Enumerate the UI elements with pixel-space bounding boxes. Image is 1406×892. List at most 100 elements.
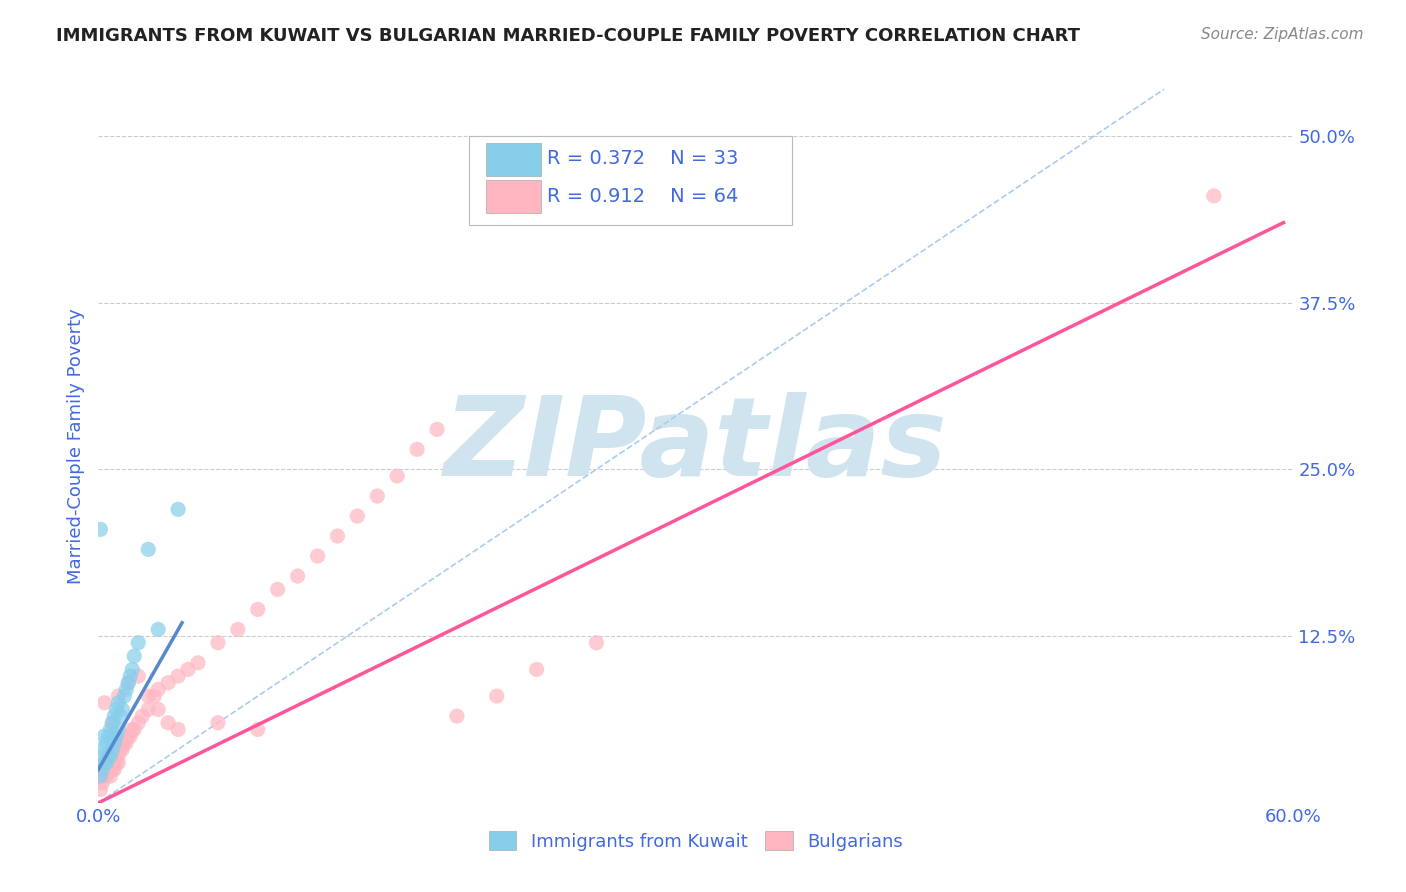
Point [136,689,159,703]
Point [326,529,349,543]
Point [111,702,134,716]
Text: R = 0.372    N = 33: R = 0.372 N = 33 [547,149,738,168]
Point [148,702,170,716]
Point [148,623,170,637]
Point [96,756,118,770]
Point [167,502,190,516]
Point [101,715,124,730]
Point [97,763,120,777]
Text: Source: ZipAtlas.com: Source: ZipAtlas.com [1201,27,1364,42]
Point [124,649,146,664]
Point [107,749,129,764]
Point [207,715,229,730]
Point [124,723,146,737]
Point [96,769,118,783]
Point [91,742,114,756]
Point [112,689,135,703]
Point [112,736,135,750]
Point [385,469,409,483]
Point [115,736,138,750]
Point [103,749,125,764]
Point [107,756,129,770]
Text: R = 0.912    N = 64: R = 0.912 N = 64 [547,186,738,206]
Point [110,742,132,756]
Point [117,675,139,690]
Point [526,662,548,676]
Point [91,776,114,790]
Point [167,669,190,683]
Point [115,682,138,697]
Point [246,602,269,616]
Point [103,736,125,750]
Point [426,422,449,436]
Point [101,763,124,777]
Point [117,675,139,690]
Point [110,709,132,723]
Point [98,723,122,737]
Point [157,675,180,690]
Point [177,662,200,676]
Point [127,669,149,683]
Point [93,756,115,770]
Point [101,715,124,730]
Point [287,569,309,583]
FancyBboxPatch shape [485,143,541,176]
Legend: Immigrants from Kuwait, Bulgarians: Immigrants from Kuwait, Bulgarians [482,824,910,858]
FancyBboxPatch shape [485,180,541,212]
Text: IMMIGRANTS FROM KUWAIT VS BULGARIAN MARRIED-COUPLE FAMILY POVERTY CORRELATION CH: IMMIGRANTS FROM KUWAIT VS BULGARIAN MARR… [56,27,1080,45]
Point [98,749,122,764]
Point [91,763,114,777]
Point [143,689,166,703]
Point [103,709,125,723]
Point [105,729,128,743]
Point [121,723,143,737]
Point [127,636,149,650]
Point [105,702,128,716]
Text: ZIPatlas: ZIPatlas [444,392,948,500]
Point [267,582,290,597]
Point [120,729,142,743]
Y-axis label: Married-Couple Family Poverty: Married-Couple Family Poverty [66,308,84,584]
Point [103,763,125,777]
Point [136,702,159,716]
Point [406,442,429,457]
Point [136,542,159,557]
Point [366,489,388,503]
Point [346,509,368,524]
Point [93,696,115,710]
Point [187,656,209,670]
Point [307,549,329,563]
Point [89,749,111,764]
Point [98,769,122,783]
Point [96,736,118,750]
Point [97,756,120,770]
Point [167,723,190,737]
Point [207,636,229,650]
Point [111,742,134,756]
Point [97,749,120,764]
Point [93,769,115,783]
Point [446,709,468,723]
Point [121,662,143,676]
Point [117,729,139,743]
Point [131,709,153,723]
Point [98,756,122,770]
Point [107,696,129,710]
Point [89,782,111,797]
Point [120,669,142,683]
Point [148,682,170,697]
Point [101,742,124,756]
Point [246,723,269,737]
Point [93,756,115,770]
Point [127,715,149,730]
Point [485,689,508,703]
Point [226,623,249,637]
FancyBboxPatch shape [470,136,792,225]
Point [107,689,129,703]
Point [89,769,111,783]
Point [96,756,118,770]
Point [97,729,120,743]
Point [91,763,114,777]
Point [93,729,115,743]
Point [89,522,111,536]
